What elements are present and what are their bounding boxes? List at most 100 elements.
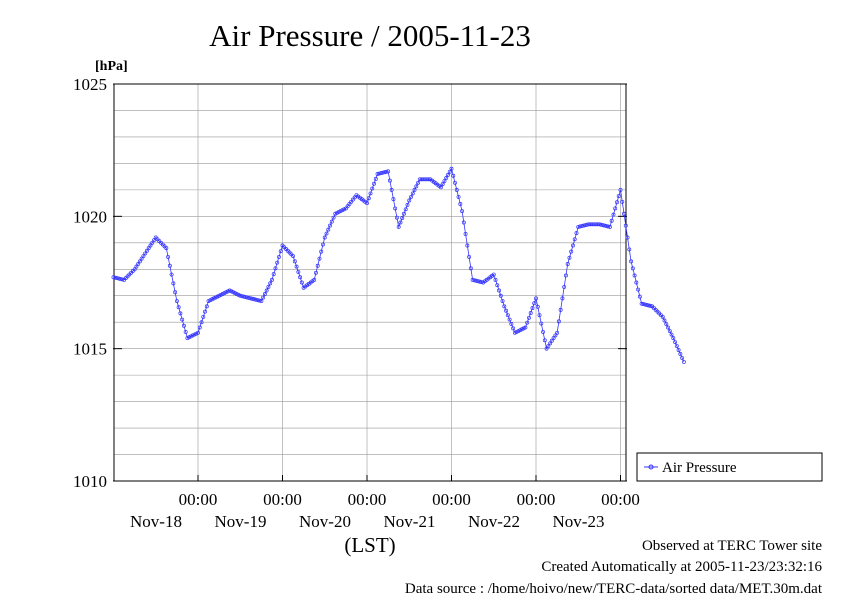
data-point <box>562 284 567 289</box>
data-point <box>148 243 153 248</box>
legend-marker <box>648 464 654 470</box>
data-point <box>616 194 621 198</box>
data-point <box>509 322 514 326</box>
data-point <box>398 220 403 225</box>
data-point <box>671 336 676 341</box>
data-point <box>273 266 278 271</box>
data-point <box>553 333 558 338</box>
x-tick-date-label: Nov-20 <box>299 512 351 531</box>
data-point <box>555 330 560 335</box>
data-point <box>120 277 125 282</box>
data-point <box>525 320 530 325</box>
data-point <box>329 219 334 224</box>
data-point <box>664 322 669 326</box>
data-point <box>607 224 612 229</box>
data-point <box>578 224 582 229</box>
data-point <box>426 177 431 182</box>
data-point <box>539 321 544 326</box>
data-point <box>196 330 200 335</box>
data-point <box>504 308 509 313</box>
series-air-pressure <box>111 166 686 364</box>
data-point <box>150 240 155 245</box>
data-point <box>370 186 375 191</box>
data-point <box>183 329 188 334</box>
data-point <box>405 202 410 207</box>
data-point <box>667 329 672 333</box>
data-point <box>268 281 273 286</box>
data-point <box>203 309 207 314</box>
data-point <box>312 277 317 282</box>
data-point <box>379 171 384 176</box>
legend-label: Air Pressure <box>662 460 737 476</box>
data-point <box>176 305 181 310</box>
data-point <box>648 303 653 308</box>
data-point <box>620 199 625 204</box>
data-point <box>115 276 119 281</box>
data-point <box>602 223 607 228</box>
data-point <box>497 288 501 293</box>
data-point <box>606 224 611 229</box>
data-point <box>164 246 169 251</box>
data-point <box>549 338 554 343</box>
data-point <box>317 256 322 261</box>
data-point <box>197 325 202 330</box>
data-point <box>386 169 391 174</box>
data-point <box>534 296 538 301</box>
data-point <box>662 318 667 323</box>
data-point <box>403 207 408 212</box>
data-point <box>676 348 681 352</box>
data-point <box>585 222 590 227</box>
data-point <box>583 223 588 228</box>
data-point <box>410 191 415 196</box>
x-tick-date-label: Nov-19 <box>215 512 267 531</box>
data-point <box>563 273 568 278</box>
data-point <box>491 272 496 277</box>
data-point <box>567 255 572 260</box>
data-point <box>463 232 468 236</box>
data-point <box>474 278 479 283</box>
x-tick-date-label: Nov-23 <box>553 512 605 531</box>
data-point <box>523 325 528 330</box>
data-point <box>465 243 470 248</box>
data-point <box>611 212 616 217</box>
data-point <box>447 169 452 174</box>
chart-title: Air Pressure / 2005-11-23 <box>209 18 531 53</box>
data-point <box>365 201 369 206</box>
data-point <box>139 256 144 261</box>
data-point <box>507 317 512 322</box>
data-point <box>322 235 327 240</box>
data-point <box>261 295 266 300</box>
data-point <box>266 284 271 289</box>
data-point <box>579 224 584 228</box>
data-point <box>259 299 264 303</box>
data-point <box>416 180 420 185</box>
data-point <box>556 319 561 324</box>
data-point <box>548 341 553 346</box>
grid <box>114 84 626 481</box>
data-point <box>639 301 644 306</box>
data-point <box>544 346 549 351</box>
legend-box <box>636 452 823 482</box>
footer-site: Observed at TERC Tower site <box>642 538 822 554</box>
data-point <box>394 215 399 220</box>
data-point <box>634 280 639 285</box>
data-point <box>535 304 540 309</box>
data-point <box>328 223 332 228</box>
data-point <box>541 329 545 334</box>
data-point <box>666 325 670 330</box>
data-point <box>637 294 642 299</box>
data-point <box>247 295 251 300</box>
data-point <box>409 194 413 199</box>
data-point <box>292 259 297 264</box>
x-tick-time-label: 00:00 <box>179 490 218 509</box>
footer-source: Data source : /home/hoivo/new/TERC-data/… <box>405 581 823 595</box>
data-point <box>402 211 406 216</box>
data-point <box>113 275 118 280</box>
data-point <box>111 275 116 280</box>
x-axis: 00:00 Nov-18 00:00 Nov-19 00:00 Nov-20 00:00 No… <box>130 475 640 531</box>
data-point <box>565 262 570 266</box>
data-point <box>167 263 172 268</box>
data-point <box>391 197 396 202</box>
data-point <box>646 303 651 308</box>
